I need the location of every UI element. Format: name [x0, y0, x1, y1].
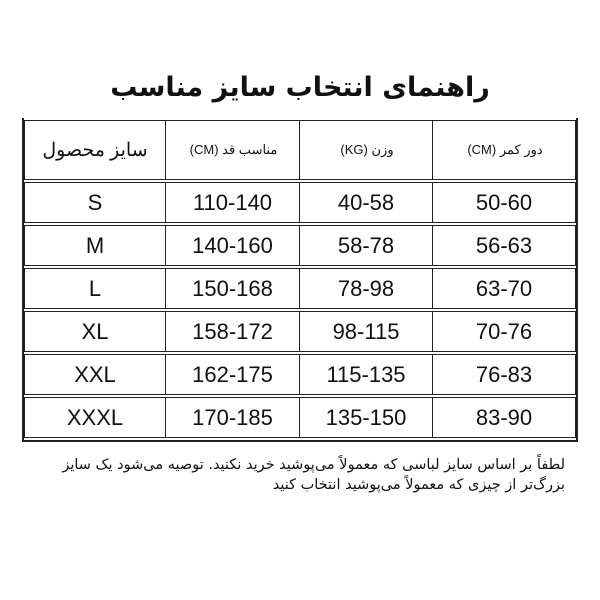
- cell-size: XL: [24, 311, 166, 352]
- cell-waist: 70-76: [433, 311, 576, 352]
- page-title: راهنمای انتخاب سایز مناسب: [110, 72, 490, 103]
- cell-weight: 78-98: [300, 268, 433, 309]
- cell-height: 170-185: [166, 397, 300, 438]
- size-chart-table: سایز محصول مناسب قد (CM) وزن (KG) دور کم…: [22, 118, 578, 442]
- table-row: XL 158-172 98-115 70-76: [24, 311, 576, 352]
- table-row: M 140-160 58-78 56-63: [24, 225, 576, 266]
- cell-size: M: [24, 225, 166, 266]
- table-row: XXXL 170-185 135-150 83-90: [24, 397, 576, 438]
- cell-weight: 58-78: [300, 225, 433, 266]
- cell-size: XXL: [24, 354, 166, 395]
- header-waist: دور کمر (CM): [433, 120, 576, 180]
- cell-size: XXXL: [24, 397, 166, 438]
- cell-weight: 40-58: [300, 182, 433, 223]
- cell-height: 110-140: [166, 182, 300, 223]
- cell-waist: 76-83: [433, 354, 576, 395]
- cell-waist: 83-90: [433, 397, 576, 438]
- cell-height: 158-172: [166, 311, 300, 352]
- cell-height: 140-160: [166, 225, 300, 266]
- cell-weight: 135-150: [300, 397, 433, 438]
- cell-waist: 63-70: [433, 268, 576, 309]
- table-row: L 150-168 78-98 63-70: [24, 268, 576, 309]
- cell-height: 150-168: [166, 268, 300, 309]
- table-row: S 110-140 40-58 50-60: [24, 182, 576, 223]
- cell-size: S: [24, 182, 166, 223]
- size-advice-note: لطفاً بر اساس سایز لباسی که معمولاً می‌پ…: [62, 457, 565, 493]
- cell-waist: 50-60: [433, 182, 576, 223]
- cell-height: 162-175: [166, 354, 300, 395]
- header-height: مناسب قد (CM): [166, 120, 300, 180]
- cell-weight: 98-115: [300, 311, 433, 352]
- table-header-row: سایز محصول مناسب قد (CM) وزن (KG) دور کم…: [24, 120, 576, 180]
- cell-waist: 56-63: [433, 225, 576, 266]
- cell-weight: 115-135: [300, 354, 433, 395]
- cell-size: L: [24, 268, 166, 309]
- table-row: XXL 162-175 115-135 76-83: [24, 354, 576, 395]
- header-size: سایز محصول: [24, 120, 166, 180]
- header-weight: وزن (KG): [300, 120, 433, 180]
